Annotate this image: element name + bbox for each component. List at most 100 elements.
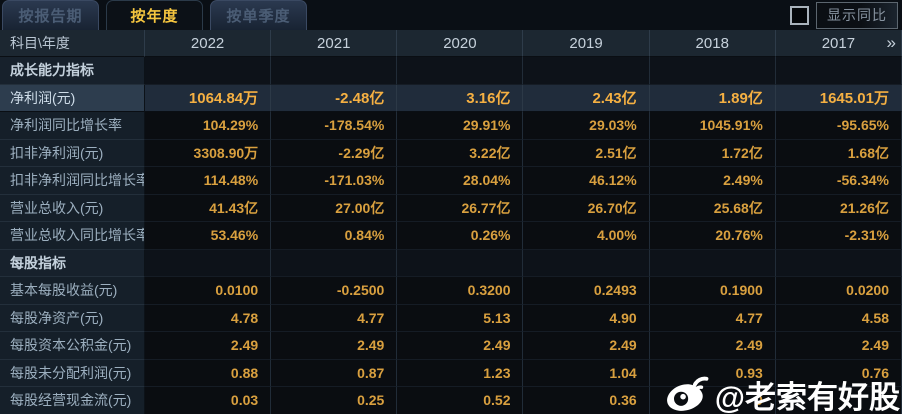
cell-value: 0 <box>649 387 776 414</box>
cell-value: 1.04 <box>523 359 650 387</box>
row-label: 基本每股收益(元) <box>0 277 145 305</box>
col-header-2018: 2018 <box>649 30 776 57</box>
table-row-data: 扣非净利润(元) 3308.90万 -2.29亿 3.22亿 2.51亿 1.7… <box>0 139 902 167</box>
cell-value: 29.03% <box>523 112 650 140</box>
cell-value: 1645.01万 <box>775 84 902 112</box>
cell-value: 0.26% <box>397 222 524 250</box>
financial-indicators-table: 科目\年度 2022 2021 2020 2019 2018 2017 » 成长… <box>0 30 902 414</box>
cell-value: -95.65% <box>775 112 902 140</box>
cell-value: 26.70亿 <box>523 194 650 222</box>
cell-value: 0.36 <box>523 387 650 414</box>
tab-by-year[interactable]: 按年度 <box>106 0 203 30</box>
cell-value <box>397 249 524 277</box>
cell-value: 0.88 <box>145 359 272 387</box>
cell-value: 3.22亿 <box>397 139 524 167</box>
cell-value: 4.77 <box>649 304 776 332</box>
table-body: 成长能力指标 净利润(元) 1064.84万 -2.48亿 3.16亿 2.43… <box>0 57 902 414</box>
cell-value: 27.00亿 <box>271 194 398 222</box>
cell-value: -178.54% <box>271 112 398 140</box>
cell-value: 0.0200 <box>775 277 902 305</box>
table-row-data: 每股经营现金流(元) 0.03 0.25 0.52 0.36 0 <box>0 387 902 414</box>
more-columns-icon[interactable]: » <box>886 33 897 52</box>
cell-value: 2.49% <box>649 167 776 195</box>
cell-value: 0.84% <box>271 222 398 250</box>
cell-value <box>649 249 776 277</box>
col-header-2022: 2022 <box>145 30 272 57</box>
cell-value: -171.03% <box>271 167 398 195</box>
cell-value: 4.77 <box>271 304 398 332</box>
col-header-2017-label: 2017 <box>821 34 856 52</box>
table-row-data: 每股资本公积金(元) 2.49 2.49 2.49 2.49 2.49 2.49 <box>0 332 902 360</box>
yoy-controls: 显示同比 <box>790 2 898 29</box>
cell-value: 29.91% <box>397 112 524 140</box>
table-row-data: 净利润同比增长率 104.29% -178.54% 29.91% 29.03% … <box>0 112 902 140</box>
row-label: 营业总收入同比增长率 <box>0 222 145 250</box>
cell-value: 0.1900 <box>649 277 776 305</box>
row-label: 营业总收入(元) <box>0 194 145 222</box>
cell-value: 41.43亿 <box>145 194 272 222</box>
cell-value: -0.2500 <box>271 277 398 305</box>
cell-value: 5.13 <box>397 304 524 332</box>
table-row-data: 每股未分配利润(元) 0.88 0.87 1.23 1.04 0.93 0.76 <box>0 359 902 387</box>
cell-value: 4.58 <box>775 304 902 332</box>
cell-value <box>775 387 902 414</box>
cell-value: 2.49 <box>649 332 776 360</box>
cell-value: 0.2493 <box>523 277 650 305</box>
row-label: 每股经营现金流(元) <box>0 387 145 414</box>
cell-value <box>145 249 272 277</box>
cell-value: 3.16亿 <box>397 84 524 112</box>
cell-value: 1.68亿 <box>775 139 902 167</box>
col-header-2017: 2017 » <box>775 30 902 57</box>
cell-value: 20.76% <box>649 222 776 250</box>
show-yoy-label[interactable]: 显示同比 <box>816 2 898 29</box>
cell-value: 46.12% <box>523 167 650 195</box>
cell-value <box>271 249 398 277</box>
cell-value: 2.43亿 <box>523 84 650 112</box>
tab-by-quarter[interactable]: 按单季度 <box>210 0 307 30</box>
cell-value: 2.49 <box>775 332 902 360</box>
cell-value: 0.52 <box>397 387 524 414</box>
cell-value <box>523 249 650 277</box>
cell-value: 1.72亿 <box>649 139 776 167</box>
cell-value: 0.25 <box>271 387 398 414</box>
col-header-2021: 2021 <box>271 30 398 57</box>
cell-value: 53.46% <box>145 222 272 250</box>
corner-header: 科目\年度 <box>0 30 145 57</box>
table-row-data: 营业总收入(元) 41.43亿 27.00亿 26.77亿 26.70亿 25.… <box>0 194 902 222</box>
row-label: 成长能力指标 <box>0 57 145 85</box>
table-row-highlight: 净利润(元) 1064.84万 -2.48亿 3.16亿 2.43亿 1.89亿… <box>0 84 902 112</box>
cell-value: 4.00% <box>523 222 650 250</box>
table-row-section: 成长能力指标 <box>0 57 902 85</box>
tab-by-report-period[interactable]: 按报告期 <box>2 0 99 30</box>
cell-value: 1.23 <box>397 359 524 387</box>
table-header-row: 科目\年度 2022 2021 2020 2019 2018 2017 » <box>0 30 902 57</box>
cell-value: 1064.84万 <box>145 84 272 112</box>
cell-value: 2.49 <box>145 332 272 360</box>
cell-value: 3308.90万 <box>145 139 272 167</box>
cell-value: 114.48% <box>145 167 272 195</box>
col-header-2020: 2020 <box>397 30 524 57</box>
cell-value: 2.49 <box>397 332 524 360</box>
cell-value: 26.77亿 <box>397 194 524 222</box>
cell-value: 4.90 <box>523 304 650 332</box>
cell-value <box>271 57 398 85</box>
cell-value: -2.29亿 <box>271 139 398 167</box>
row-label: 扣非净利润(元) <box>0 139 145 167</box>
row-label: 每股未分配利润(元) <box>0 359 145 387</box>
cell-value <box>397 57 524 85</box>
table-row-data: 基本每股收益(元) 0.0100 -0.2500 0.3200 0.2493 0… <box>0 277 902 305</box>
row-label: 每股指标 <box>0 249 145 277</box>
cell-value: -2.48亿 <box>271 84 398 112</box>
cell-value <box>649 57 776 85</box>
cell-value: 2.49 <box>271 332 398 360</box>
row-label: 净利润同比增长率 <box>0 112 145 140</box>
cell-value: -2.31% <box>775 222 902 250</box>
show-yoy-checkbox[interactable] <box>790 6 809 25</box>
cell-value: -56.34% <box>775 167 902 195</box>
cell-value: 104.29% <box>145 112 272 140</box>
cell-value <box>145 57 272 85</box>
row-label: 净利润(元) <box>0 84 145 112</box>
table-row-data: 扣非净利润同比增长率 114.48% -171.03% 28.04% 46.12… <box>0 167 902 195</box>
cell-value <box>775 249 902 277</box>
